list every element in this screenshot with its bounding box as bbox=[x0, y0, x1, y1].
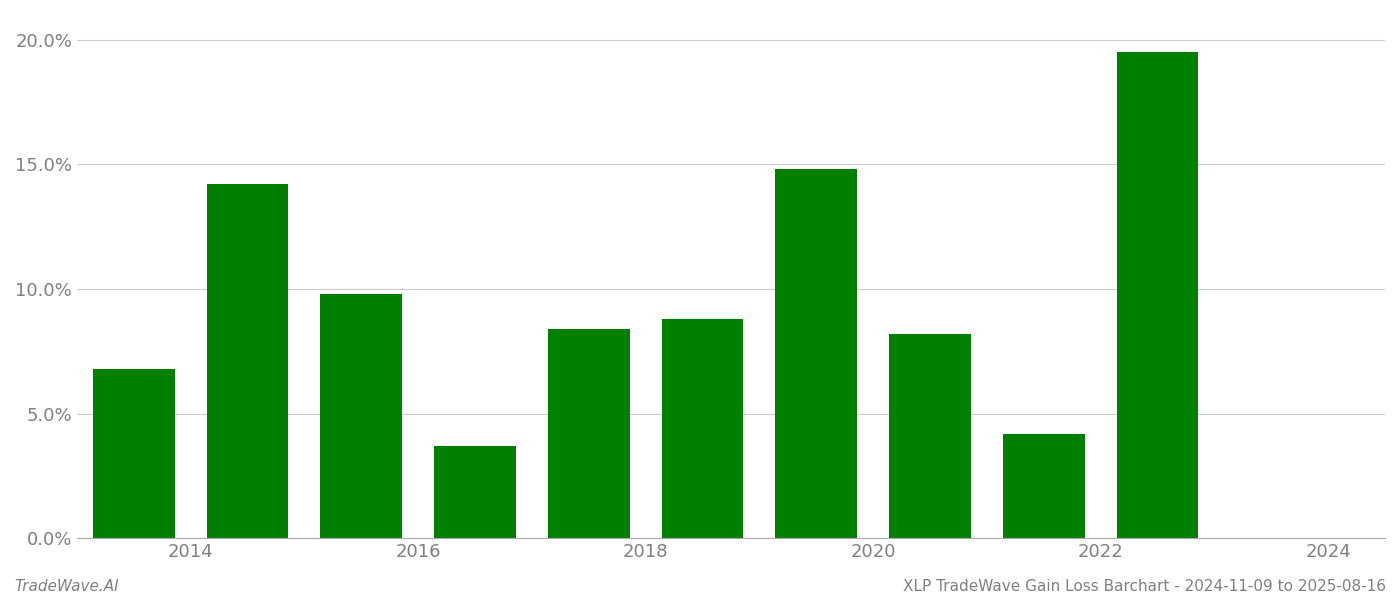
Bar bbox=[662, 319, 743, 538]
Bar bbox=[776, 169, 857, 538]
Bar bbox=[92, 369, 175, 538]
Bar bbox=[1117, 52, 1198, 538]
Text: XLP TradeWave Gain Loss Barchart - 2024-11-09 to 2025-08-16: XLP TradeWave Gain Loss Barchart - 2024-… bbox=[903, 579, 1386, 594]
Bar bbox=[434, 446, 517, 538]
Bar bbox=[1002, 434, 1085, 538]
Bar bbox=[321, 294, 402, 538]
Bar bbox=[547, 329, 630, 538]
Bar bbox=[207, 184, 288, 538]
Text: TradeWave.AI: TradeWave.AI bbox=[14, 579, 119, 594]
Bar bbox=[889, 334, 972, 538]
